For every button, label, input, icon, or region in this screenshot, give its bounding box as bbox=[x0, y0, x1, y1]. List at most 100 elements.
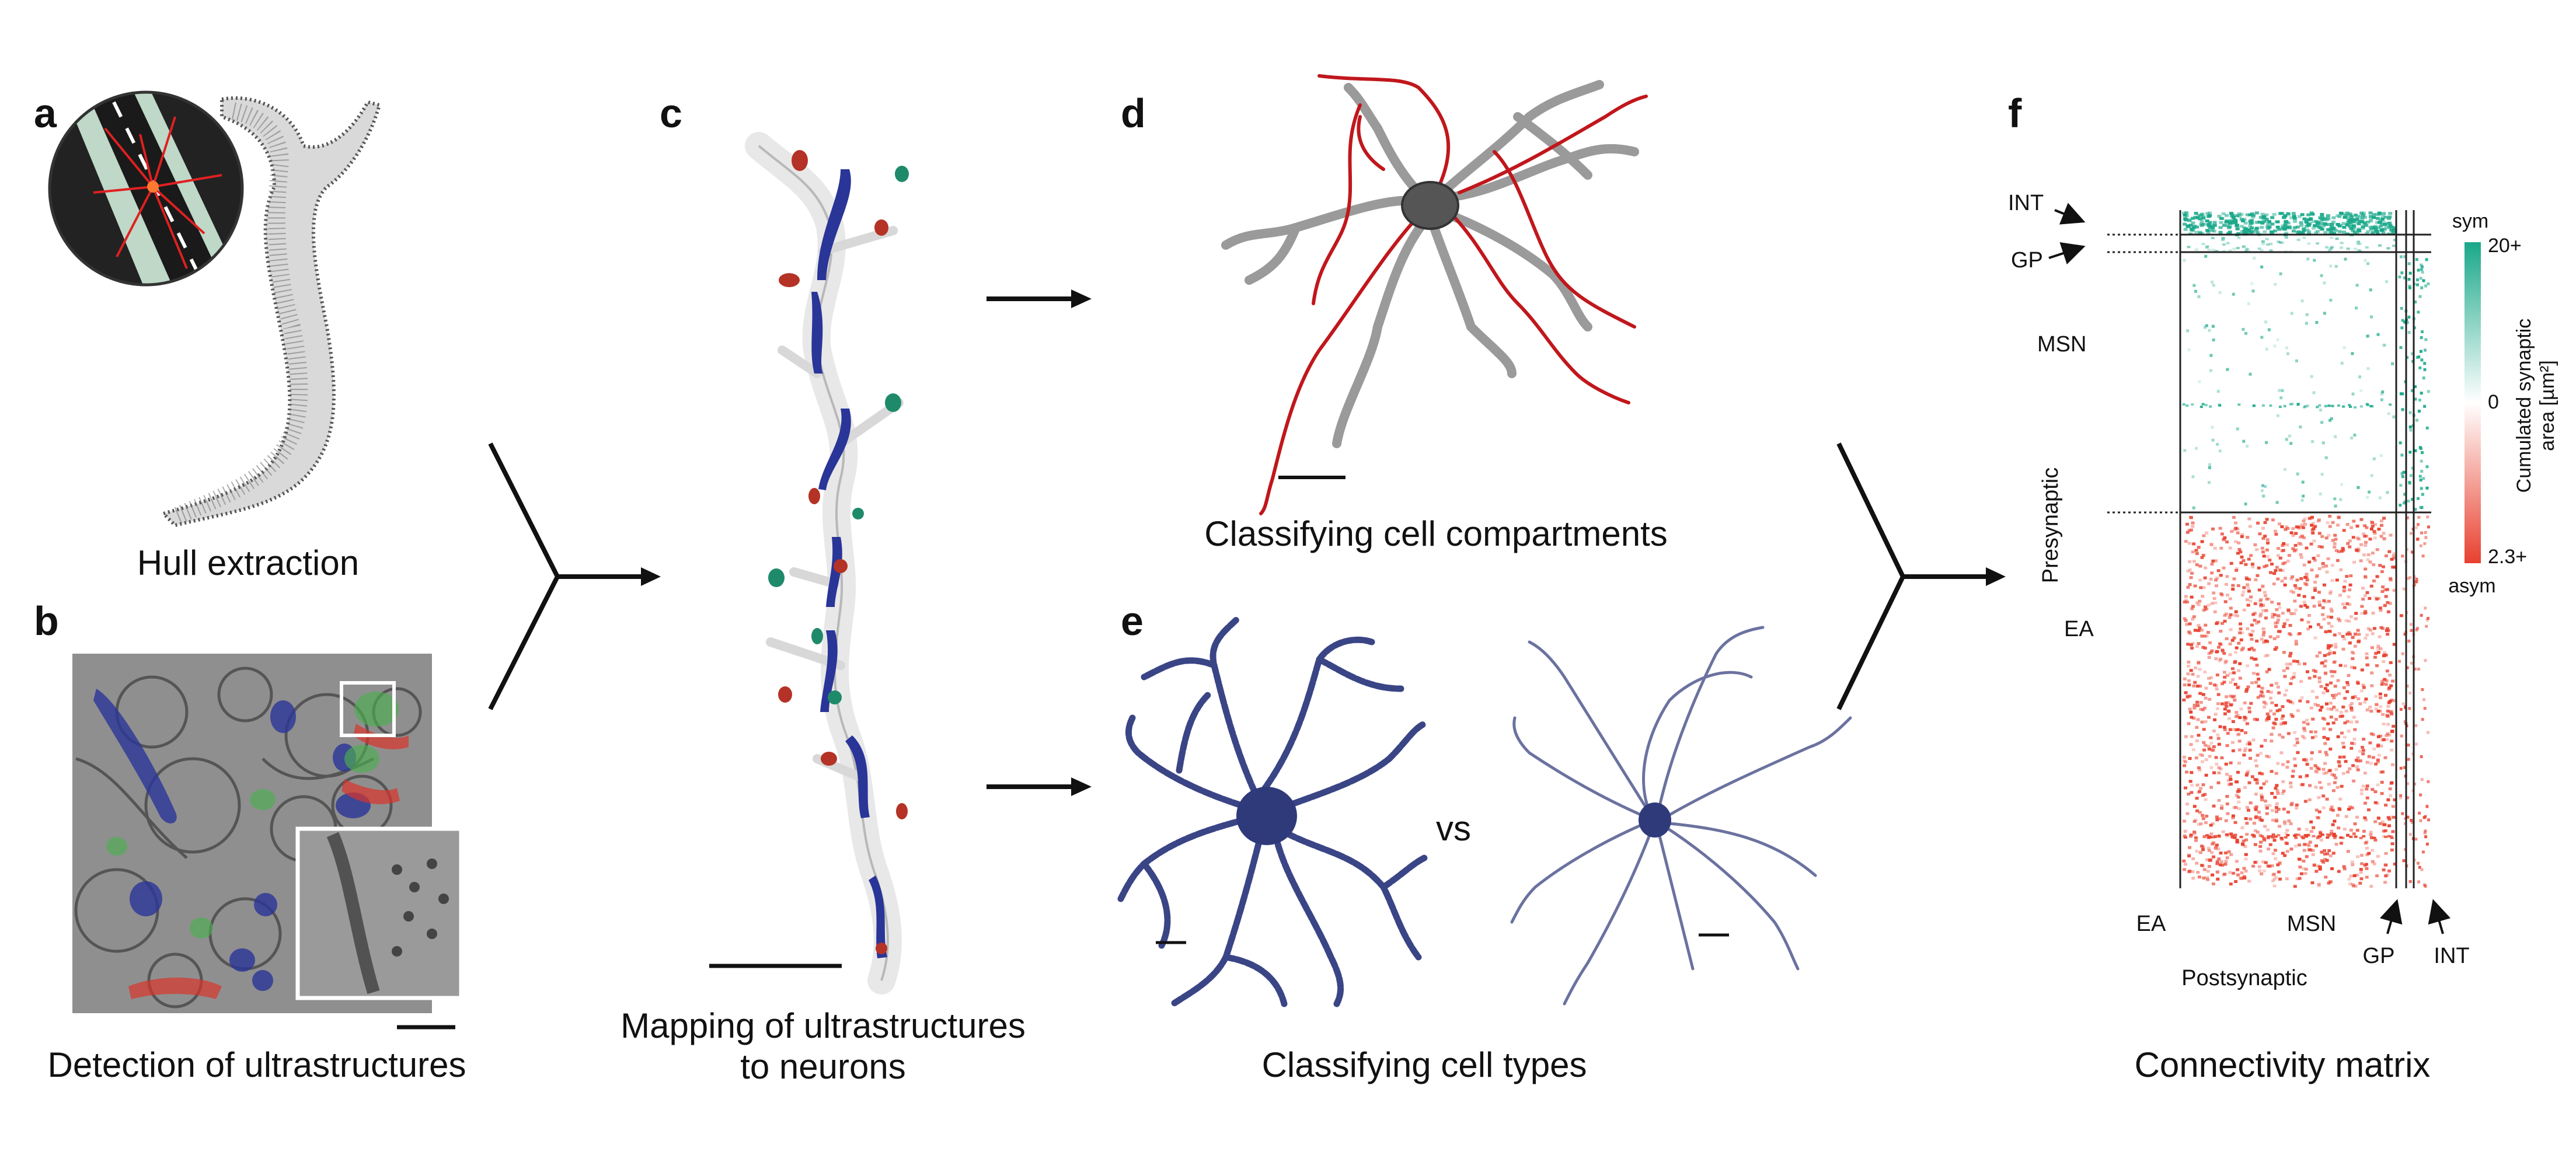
matrix-cell bbox=[2274, 857, 2278, 860]
matrix-cell bbox=[2214, 713, 2218, 716]
matrix-cell bbox=[2250, 681, 2254, 685]
matrix-cell bbox=[2312, 226, 2316, 230]
matrix-cell bbox=[2297, 215, 2302, 218]
matrix-cell bbox=[2269, 243, 2273, 245]
matrix-cell bbox=[2246, 770, 2250, 773]
matrix-cell bbox=[2183, 600, 2187, 603]
matrix-cell bbox=[2389, 710, 2393, 714]
matrix-cell bbox=[2313, 587, 2317, 590]
matrix-cell bbox=[2403, 501, 2406, 505]
matrix-cell bbox=[2387, 818, 2392, 821]
matrix-cell bbox=[2379, 734, 2382, 738]
matrix-cell bbox=[2333, 545, 2337, 549]
matrix-cell bbox=[2233, 699, 2237, 702]
matrix-cell bbox=[2363, 594, 2367, 598]
matrix-cell bbox=[2375, 548, 2379, 552]
matrix-cell bbox=[2337, 515, 2341, 519]
matrix-cell bbox=[2201, 846, 2205, 849]
matrix-cell bbox=[2267, 668, 2271, 671]
matrix-cell bbox=[2320, 859, 2324, 863]
matrix-cell bbox=[2402, 859, 2406, 863]
matrix-cell bbox=[2347, 730, 2351, 733]
matrix-cell bbox=[2425, 465, 2429, 469]
matrix-cell bbox=[2214, 657, 2218, 660]
matrix-cell bbox=[2202, 728, 2206, 731]
matrix-cell bbox=[2307, 614, 2311, 617]
matrix-cell bbox=[2363, 612, 2367, 615]
matrix-cell bbox=[2369, 219, 2373, 223]
matrix-cell bbox=[2382, 868, 2386, 871]
matrix-cell bbox=[2316, 229, 2320, 233]
matrix-cell bbox=[2232, 292, 2235, 296]
matrix-cell bbox=[2229, 219, 2233, 222]
matrix-cell bbox=[2324, 771, 2328, 774]
matrix-cell bbox=[2271, 818, 2275, 822]
matrix-cell bbox=[2214, 835, 2217, 838]
matrix-cell bbox=[2314, 786, 2318, 789]
matrix-cell bbox=[2190, 595, 2194, 599]
matrix-cell bbox=[2198, 692, 2202, 695]
matrix-cell bbox=[2229, 882, 2233, 886]
matrix-cell bbox=[2198, 753, 2202, 756]
matrix-cell bbox=[2373, 596, 2378, 599]
matrix-cell bbox=[2271, 852, 2275, 856]
matrix-cell bbox=[2366, 367, 2370, 371]
matrix-cell bbox=[2323, 281, 2326, 285]
matrix-cell bbox=[2219, 643, 2223, 646]
matrix-cell bbox=[2235, 567, 2239, 570]
matrix-cell bbox=[2257, 865, 2261, 868]
matrix-cell bbox=[2202, 835, 2206, 838]
matrix-cell bbox=[2264, 804, 2268, 808]
matrix-cell bbox=[2419, 544, 2422, 547]
matrix-cell bbox=[2278, 212, 2283, 215]
matrix-cell bbox=[2230, 638, 2235, 642]
matrix-cell bbox=[2425, 618, 2429, 622]
matrix-cell bbox=[2361, 784, 2365, 788]
matrix-cell bbox=[2259, 598, 2263, 601]
matrix-cell bbox=[2356, 756, 2360, 759]
matrix-cell bbox=[2187, 529, 2191, 532]
matrix-cell bbox=[2269, 709, 2272, 713]
matrix-cell bbox=[2198, 564, 2202, 568]
matrix-cell bbox=[2315, 321, 2319, 324]
matrix-cell bbox=[2225, 214, 2229, 217]
matrix-cell bbox=[2282, 542, 2286, 545]
matrix-cell bbox=[2319, 685, 2323, 688]
matrix-cell bbox=[2255, 718, 2259, 721]
matrix-cell bbox=[2286, 609, 2291, 613]
matrix-cell bbox=[2337, 224, 2342, 228]
matrix-cell bbox=[2229, 561, 2233, 565]
matrix-cell bbox=[2274, 532, 2278, 536]
matrix-cell bbox=[2276, 762, 2280, 765]
matrix-cell bbox=[2288, 632, 2292, 636]
matrix-cell bbox=[2352, 884, 2355, 888]
matrix-cell bbox=[2267, 220, 2271, 224]
matrix-cell bbox=[2393, 566, 2397, 569]
matrix-cell bbox=[2292, 659, 2296, 663]
matrix-cell bbox=[2252, 404, 2256, 407]
matrix-cell bbox=[2305, 718, 2309, 722]
matrix-cell bbox=[2245, 772, 2249, 775]
matrix-cell bbox=[2192, 820, 2197, 823]
matrix-cell bbox=[2401, 554, 2404, 558]
matrix-cell bbox=[2298, 866, 2302, 869]
matrix-cell bbox=[2422, 279, 2425, 282]
matrix-cell bbox=[2225, 637, 2229, 640]
matrix-cell bbox=[2255, 548, 2259, 552]
matrix-cell bbox=[2357, 222, 2361, 225]
matrix-cell bbox=[2222, 224, 2226, 227]
matrix-cell bbox=[2226, 732, 2230, 735]
matrix-cell bbox=[2275, 220, 2280, 224]
matrix-cell bbox=[2391, 805, 2395, 808]
matrix-cell bbox=[2200, 634, 2204, 638]
matrix-cell bbox=[2264, 616, 2268, 620]
matrix-cell bbox=[2198, 626, 2202, 630]
matrix-cell bbox=[2194, 836, 2198, 839]
matrix-cell bbox=[2328, 630, 2332, 633]
matrix-cell bbox=[2189, 528, 2193, 532]
matrix-cell bbox=[2207, 748, 2211, 751]
matrix-cell bbox=[2280, 717, 2284, 720]
matrix-cell bbox=[2270, 601, 2274, 604]
axis-label-postsynaptic: Postsynaptic bbox=[2181, 966, 2307, 990]
matrix-cell bbox=[2348, 539, 2352, 543]
